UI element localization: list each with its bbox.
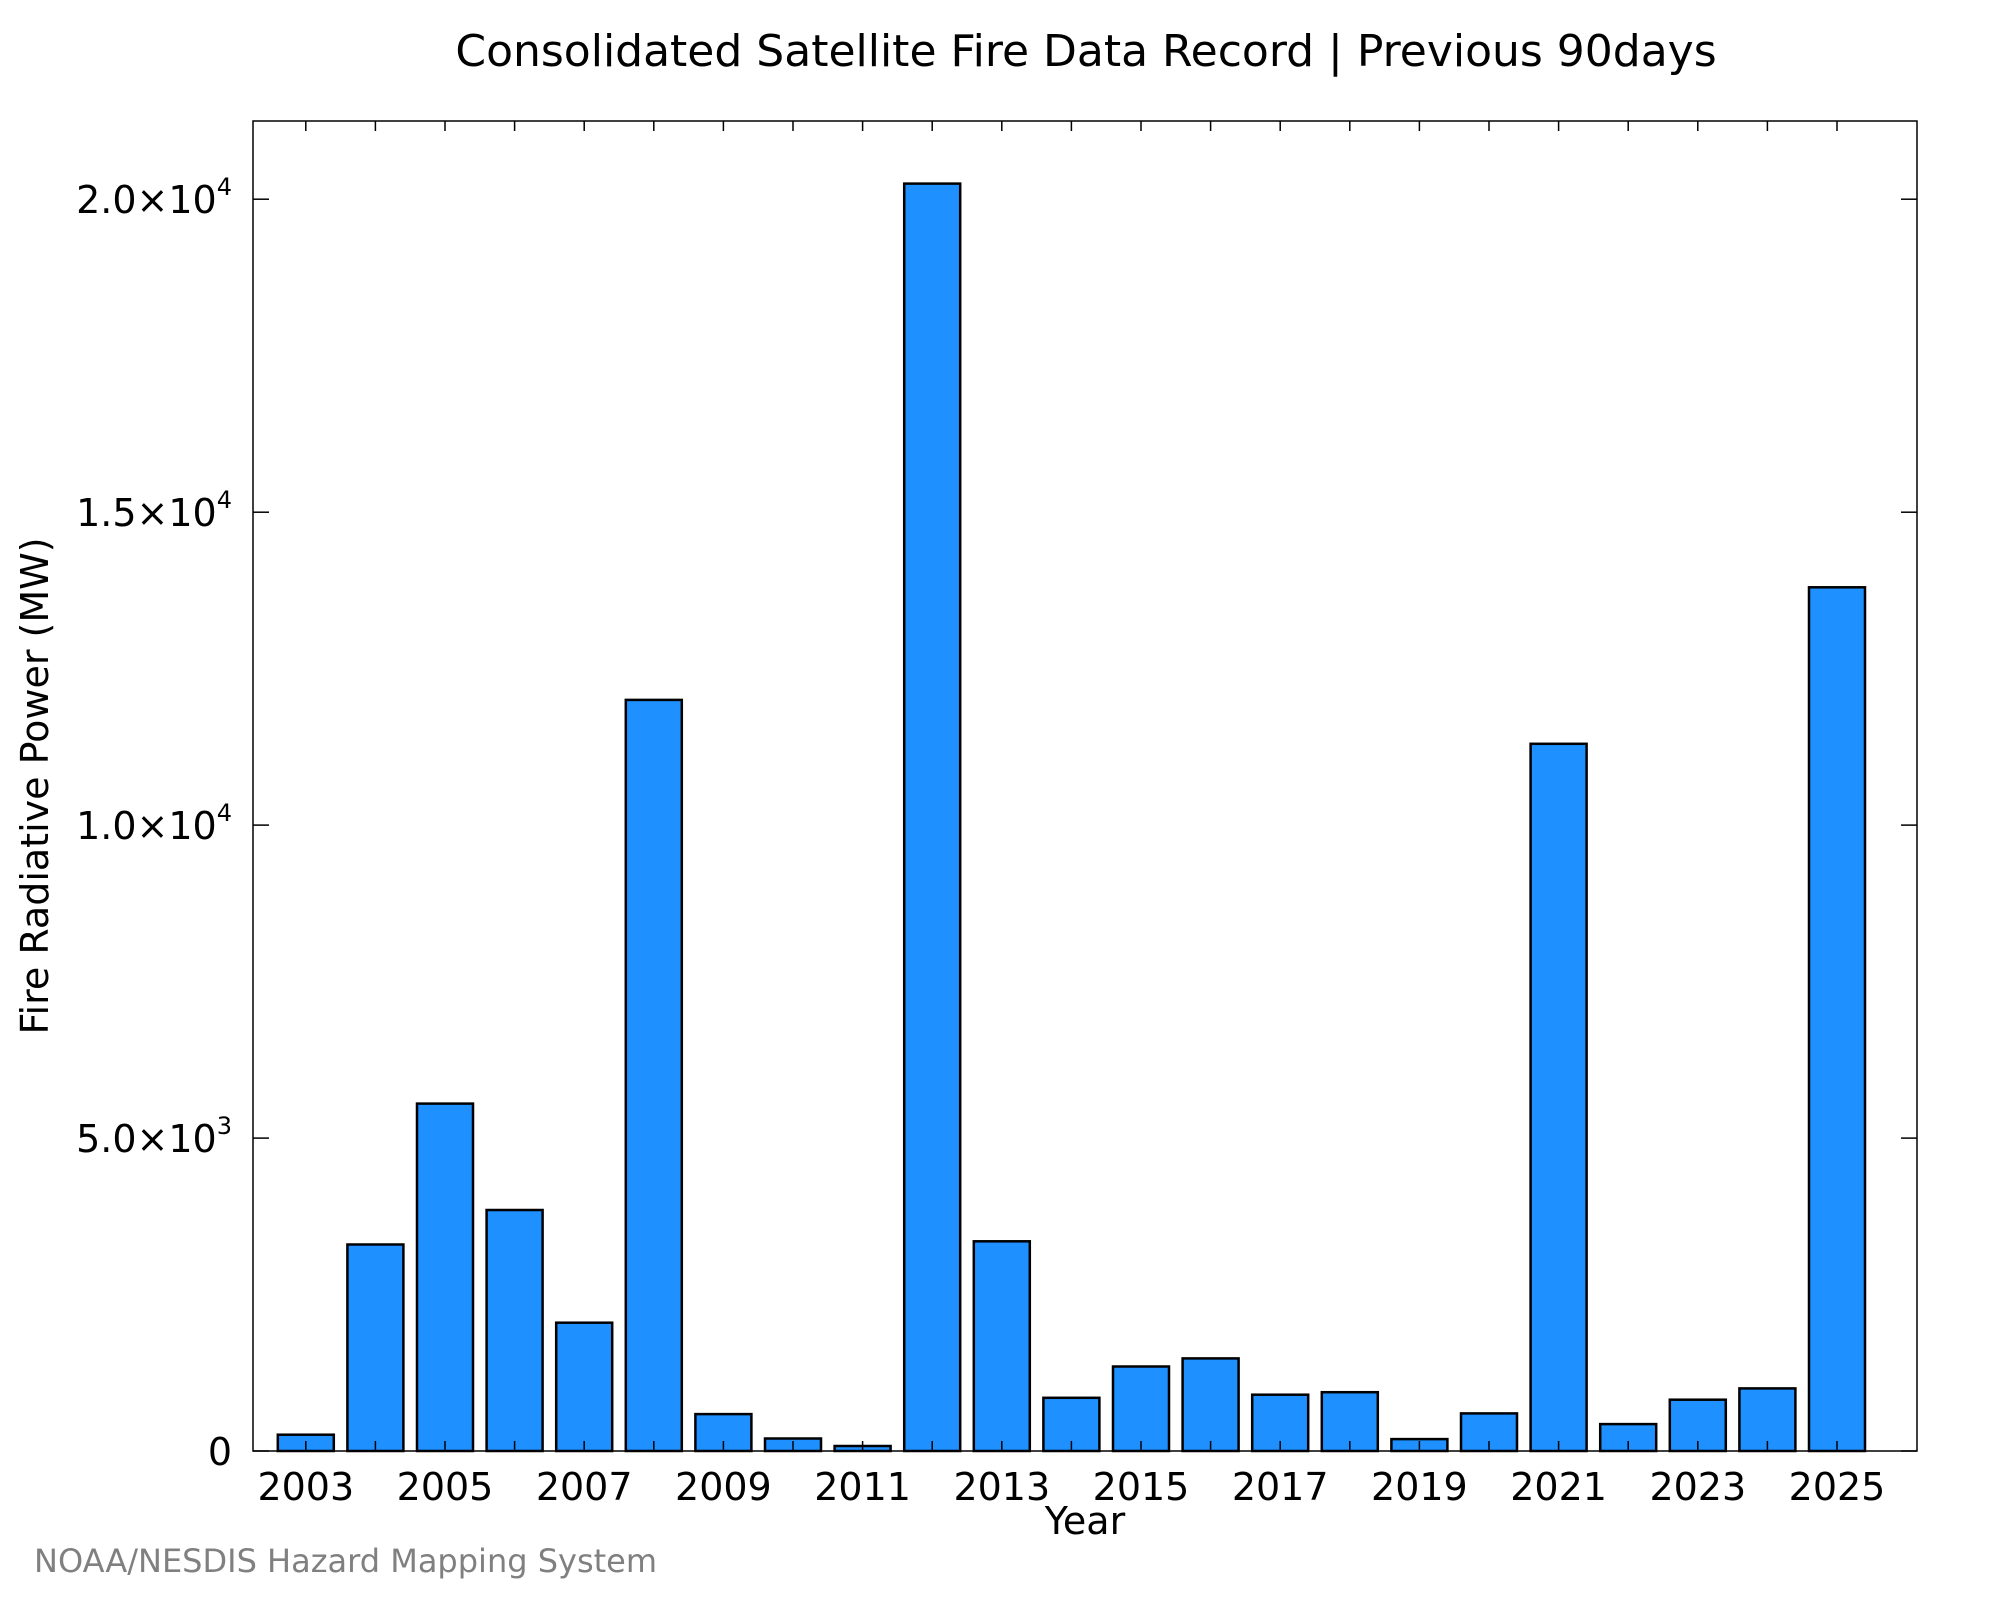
x-tick-label-2019: 2019 xyxy=(1371,1465,1468,1509)
bar-2007 xyxy=(554,1321,614,1453)
plot-frame xyxy=(252,120,1918,1452)
x-tick-label-2007: 2007 xyxy=(536,1465,633,1509)
x-tick-label-2015: 2015 xyxy=(1093,1465,1190,1509)
x-axis-label: Year xyxy=(1044,1499,1126,1543)
bar-2012 xyxy=(902,182,962,1453)
x-tick-label-2003: 2003 xyxy=(257,1465,354,1509)
x-tick-label-2011: 2011 xyxy=(814,1465,911,1509)
y-tick-label-15000: 1.5×104 xyxy=(76,486,232,535)
x-tick-label-2017: 2017 xyxy=(1232,1465,1329,1509)
y-tick-labels: 0 5.0×103 1.0×104 1.5×104 2.0×104 xyxy=(76,173,232,1474)
bar-2009 xyxy=(694,1412,753,1453)
bar-2015 xyxy=(1111,1365,1171,1453)
bar-2013 xyxy=(972,1240,1032,1453)
bar-2004 xyxy=(346,1243,405,1453)
y-tick-label-0: 0 xyxy=(208,1430,232,1474)
ticks-layer xyxy=(253,121,1917,1452)
bar-2024 xyxy=(1738,1387,1797,1453)
bar-2005 xyxy=(415,1102,475,1453)
x-tick-label-2023: 2023 xyxy=(1649,1465,1746,1509)
bars-layer xyxy=(276,182,1867,1453)
bar-2006 xyxy=(485,1208,544,1453)
x-tick-label-2025: 2025 xyxy=(1789,1465,1886,1509)
x-tick-label-2009: 2009 xyxy=(675,1465,772,1509)
bar-2021 xyxy=(1529,742,1588,1453)
credit-text: NOAA/NESDIS Hazard Mapping System xyxy=(34,1542,657,1580)
y-axis-label: Fire Radiative Power (MW) xyxy=(13,537,57,1034)
bar-2025 xyxy=(1807,586,1867,1453)
x-tick-label-2005: 2005 xyxy=(397,1465,494,1509)
chart-title: Consolidated Satellite Fire Data Record … xyxy=(455,26,1716,77)
x-tick-label-2013: 2013 xyxy=(953,1465,1050,1509)
y-tick-label-10000: 1.0×104 xyxy=(76,799,232,848)
y-tick-label-5000: 5.0×103 xyxy=(76,1112,232,1161)
x-tick-labels: 2003 2005 2007 2009 2011 2013 2015 2017 2019 2021… xyxy=(257,1465,1885,1509)
bar-2008 xyxy=(624,698,684,1453)
x-tick-label-2021: 2021 xyxy=(1510,1465,1607,1509)
bar-2016 xyxy=(1181,1357,1240,1453)
y-tick-label-20000: 2.0×104 xyxy=(76,173,232,222)
